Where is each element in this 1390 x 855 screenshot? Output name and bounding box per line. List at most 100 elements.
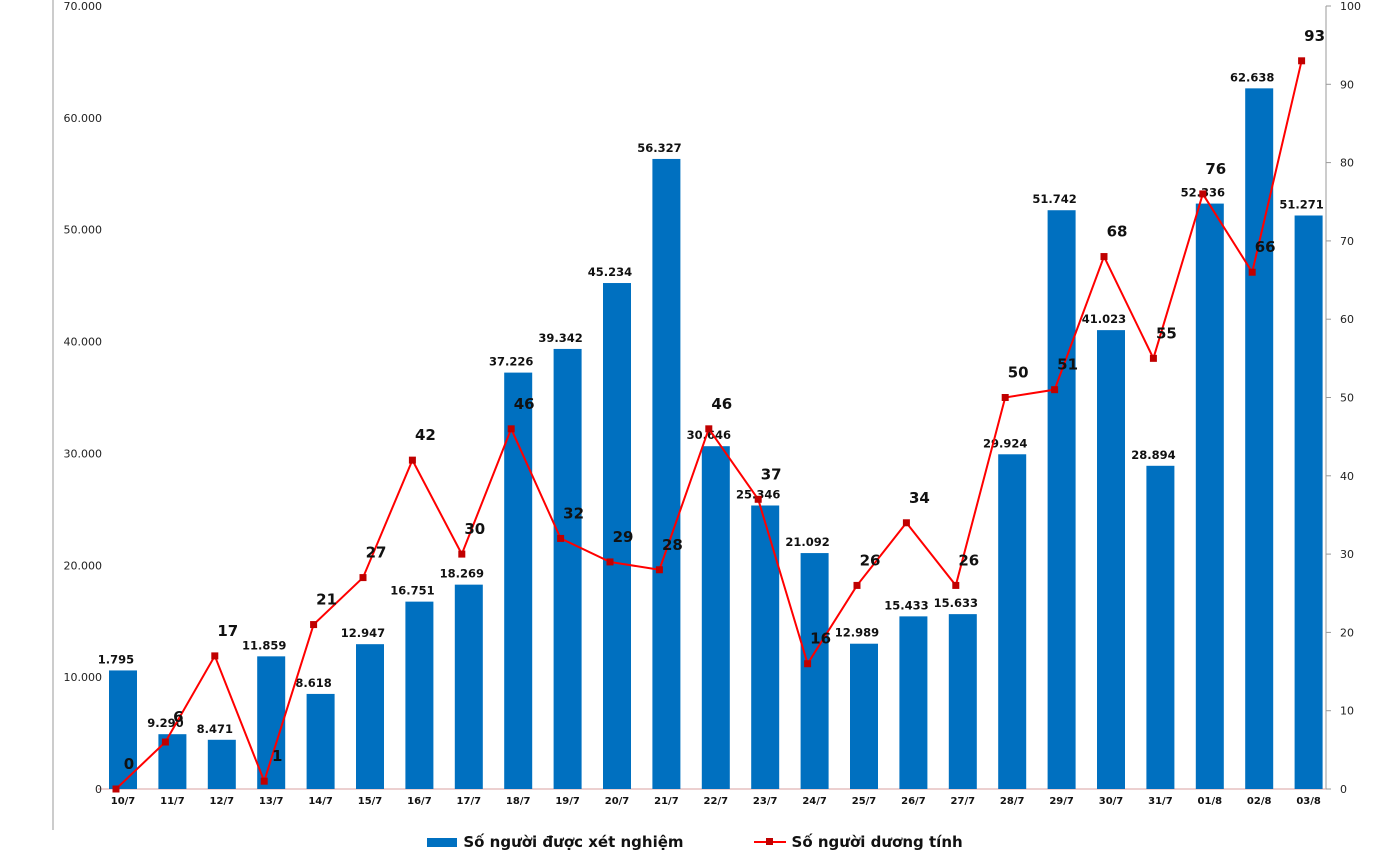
line-marker (754, 495, 762, 503)
line-marker (606, 558, 614, 566)
x-tick-label: 17/7 (457, 796, 482, 807)
bar-value-label: 8.618 (295, 676, 331, 690)
right-tick-label: 60 (1340, 313, 1354, 326)
line-marker (1199, 190, 1207, 198)
bar-value-label: 51.742 (1032, 192, 1076, 206)
line-marker (310, 621, 318, 629)
line-value-label: 55 (1156, 324, 1177, 342)
line-value-label: 68 (1107, 223, 1128, 241)
line-marker (112, 785, 120, 793)
legend-label-tests: Số người được xét nghiệm (463, 833, 684, 851)
line-value-label: 42 (415, 426, 436, 444)
x-tick-label: 31/7 (1148, 796, 1173, 807)
line-marker (1051, 386, 1059, 394)
x-tick-label: 19/7 (555, 796, 580, 807)
bar (356, 644, 384, 789)
bar-value-label: 21.092 (785, 535, 829, 549)
bar (207, 739, 236, 789)
left-tick-label: 70.000 (64, 0, 103, 13)
line-value-label: 27 (366, 544, 387, 562)
line-marker (1248, 268, 1256, 276)
line-marker (1100, 253, 1108, 261)
line-marker (458, 550, 466, 558)
right-tick-label: 50 (1340, 392, 1354, 405)
bar (1195, 203, 1224, 789)
line-value-label: 32 (563, 504, 584, 522)
line-value-label: 6 (173, 708, 183, 726)
right-tick-label: 30 (1340, 548, 1354, 561)
right-tick-label: 100 (1340, 0, 1361, 13)
bar (109, 670, 137, 789)
x-tick-label: 03/8 (1296, 796, 1321, 807)
line-marker (1298, 57, 1306, 65)
right-tick-label: 80 (1340, 157, 1354, 170)
left-tick-label: 0 (95, 783, 102, 796)
line-value-label: 0 (124, 755, 134, 773)
line-value-label: 46 (711, 395, 732, 413)
line-marker (655, 566, 663, 574)
left-tick-label: 50.000 (64, 224, 103, 237)
bar (454, 584, 483, 789)
right-tick-label: 70 (1340, 235, 1354, 248)
bar (1146, 465, 1175, 789)
line-marker (557, 534, 565, 542)
line-value-label: 34 (909, 489, 930, 507)
line-marker (408, 456, 416, 464)
line-value-label: 50 (1008, 364, 1029, 382)
line-value-label: 26 (958, 551, 979, 569)
x-tick-label: 22/7 (704, 796, 729, 807)
line-value-label: 30 (464, 520, 485, 538)
bar-value-label: 39.342 (538, 331, 582, 345)
bar-value-label: 56.327 (637, 141, 681, 155)
bar-value-label: 18.269 (440, 567, 484, 581)
left-tick-label: 30.000 (64, 447, 103, 460)
bar (850, 643, 878, 789)
x-tick-label: 27/7 (951, 796, 976, 807)
right-tick-label: 20 (1340, 626, 1354, 639)
line-value-label: 37 (761, 465, 782, 483)
x-tick-label: 29/7 (1049, 796, 1074, 807)
bar-value-label: 51.271 (1279, 197, 1323, 211)
line-marker (705, 425, 713, 433)
bar (652, 158, 681, 790)
bar-value-label: 30.646 (687, 428, 731, 442)
x-tick-label: 15/7 (358, 796, 383, 807)
bar-value-label: 25.346 (736, 487, 780, 501)
x-tick-label: 02/8 (1247, 796, 1272, 807)
line-value-label: 28 (662, 536, 683, 554)
line-marker (507, 425, 515, 433)
bar (1097, 330, 1125, 789)
x-tick-label: 24/7 (802, 796, 827, 807)
bar (306, 693, 335, 789)
line-marker (260, 777, 268, 785)
bar (800, 553, 829, 789)
bar (998, 454, 1027, 789)
x-tick-label: 23/7 (753, 796, 778, 807)
x-tick-label: 10/7 (111, 796, 136, 807)
bar-value-label: 28.894 (1131, 448, 1175, 462)
line-value-label: 93 (1304, 27, 1325, 45)
bar-value-label: 62.638 (1230, 70, 1274, 84)
line-value-label: 29 (613, 528, 634, 546)
x-tick-label: 30/7 (1099, 796, 1124, 807)
left-tick-label: 40.000 (64, 336, 103, 349)
line-value-label: 17 (217, 622, 238, 640)
bar-value-label: 12.989 (835, 626, 879, 640)
legend-swatch-line (753, 836, 786, 848)
line-value-label: 76 (1205, 160, 1226, 178)
bar-value-label: 11.859 (242, 638, 286, 652)
bar-value-label: 37.226 (489, 355, 533, 369)
legend-item-positive: Số người dương tính (753, 833, 963, 851)
line-marker (1001, 394, 1009, 401)
bar-value-label: 15.433 (884, 598, 928, 612)
line-value-label: 1 (272, 747, 282, 765)
bar (899, 616, 928, 789)
left-tick-label: 60.000 (64, 112, 103, 125)
x-tick-label: 26/7 (901, 796, 926, 807)
x-tick-label: 12/7 (210, 796, 235, 807)
left-tick-label: 20.000 (64, 559, 103, 572)
line-marker (804, 660, 812, 668)
bar-value-label: 8.471 (197, 722, 233, 736)
legend: Số người được xét nghiệm Số người dương … (0, 830, 1390, 854)
line-value-label: 51 (1057, 356, 1078, 374)
